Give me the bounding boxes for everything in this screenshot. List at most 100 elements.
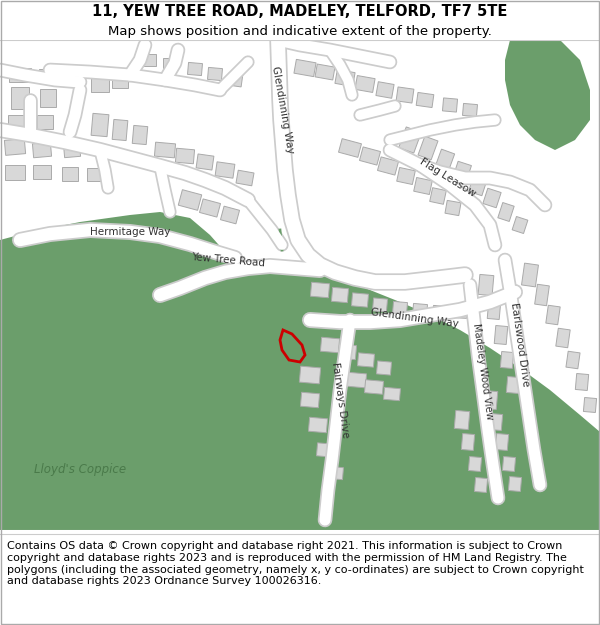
Text: 11, YEW TREE ROAD, MADELEY, TELFORD, TF7 5TE: 11, YEW TREE ROAD, MADELEY, TELFORD, TF7… (92, 4, 508, 19)
Bar (215, 162, 235, 178)
Bar (316, 443, 334, 457)
Bar (433, 306, 448, 319)
Bar (469, 456, 482, 471)
Bar (91, 113, 109, 137)
Bar (220, 206, 239, 224)
Bar (4, 139, 26, 156)
Text: Flag Leasow: Flag Leasow (418, 157, 478, 199)
Bar (452, 306, 467, 318)
Bar (294, 59, 316, 77)
Bar (326, 466, 343, 479)
Polygon shape (505, 40, 590, 150)
Bar (175, 148, 194, 164)
Bar (478, 274, 494, 296)
Bar (331, 288, 349, 302)
Bar (227, 73, 243, 87)
Bar (436, 149, 455, 171)
Text: Glendinning Way: Glendinning Way (271, 66, 296, 154)
Bar (132, 126, 148, 144)
Bar (154, 142, 176, 158)
Bar (566, 351, 580, 369)
Bar (163, 58, 177, 70)
Bar (376, 82, 394, 98)
Bar (355, 76, 375, 92)
Bar (461, 434, 475, 451)
Text: Hermitage Way: Hermitage Way (90, 227, 170, 237)
Bar (414, 177, 432, 194)
Bar (178, 189, 202, 211)
Bar (583, 398, 596, 412)
Bar (416, 92, 434, 108)
Bar (199, 199, 221, 217)
Bar (506, 376, 520, 394)
Bar (364, 380, 383, 394)
Bar (208, 68, 223, 81)
Bar (521, 263, 538, 287)
Text: Yew Tree Road: Yew Tree Road (191, 252, 265, 268)
Text: Lloyd's Coppice: Lloyd's Coppice (34, 464, 126, 476)
Bar (39, 69, 57, 81)
Bar (299, 366, 320, 384)
Bar (500, 351, 514, 369)
Bar (91, 78, 109, 92)
Bar (236, 170, 254, 186)
Bar (377, 157, 398, 175)
Bar (376, 361, 392, 375)
Bar (315, 64, 335, 80)
Bar (335, 69, 355, 86)
Text: Fairways Drive: Fairways Drive (330, 361, 350, 439)
Bar (498, 202, 514, 221)
Bar (392, 301, 407, 314)
Bar (8, 115, 28, 129)
Bar (11, 87, 29, 109)
Bar (32, 142, 52, 158)
Bar (556, 328, 570, 348)
Text: Madeley Wood View: Madeley Wood View (471, 323, 495, 421)
Bar (475, 478, 488, 492)
Bar (445, 201, 461, 216)
Bar (40, 89, 56, 107)
Bar (359, 147, 380, 165)
Bar (496, 434, 509, 451)
Bar (430, 188, 446, 204)
Bar (112, 119, 128, 141)
Bar (338, 139, 361, 158)
Bar (320, 338, 340, 352)
Text: Glendinning Way: Glendinning Way (370, 307, 460, 329)
Bar (397, 168, 415, 184)
Bar (340, 344, 356, 359)
Bar (396, 87, 414, 103)
Bar (62, 167, 78, 181)
Bar (358, 353, 374, 367)
Bar (33, 165, 51, 179)
Bar (463, 103, 478, 117)
Bar (469, 174, 487, 196)
Bar (140, 54, 156, 66)
Bar (37, 115, 53, 129)
Bar (413, 303, 427, 317)
Bar (502, 456, 515, 471)
Bar (373, 298, 388, 312)
Bar (546, 305, 560, 325)
Bar (487, 301, 501, 319)
Bar (482, 391, 498, 409)
Bar (454, 411, 470, 429)
Bar (535, 284, 550, 306)
Text: Map shows position and indicative extent of the property.: Map shows position and indicative extent… (108, 25, 492, 38)
Text: Contains OS data © Crown copyright and database right 2021. This information is : Contains OS data © Crown copyright and d… (7, 541, 584, 586)
Bar (112, 76, 128, 88)
Bar (188, 62, 202, 76)
Bar (418, 136, 438, 160)
Bar (512, 216, 528, 234)
Bar (490, 414, 503, 431)
Bar (483, 188, 501, 208)
Bar (310, 282, 329, 298)
Bar (575, 374, 589, 391)
Bar (494, 326, 508, 344)
Bar (5, 164, 25, 179)
Bar (64, 142, 80, 158)
Bar (87, 168, 103, 181)
Bar (383, 388, 400, 401)
Bar (346, 372, 367, 388)
Bar (196, 154, 214, 170)
